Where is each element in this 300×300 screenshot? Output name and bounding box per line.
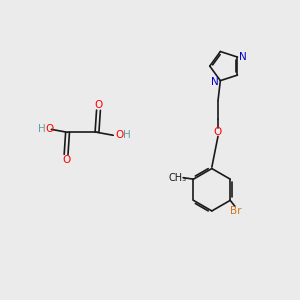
Text: H: H <box>123 130 131 140</box>
Text: O: O <box>62 155 70 165</box>
Text: O: O <box>115 130 123 140</box>
Text: CH₃: CH₃ <box>168 173 186 183</box>
Text: O: O <box>94 100 103 110</box>
Text: O: O <box>214 127 222 137</box>
Text: N: N <box>238 52 246 62</box>
Text: O: O <box>46 124 54 134</box>
Text: Br: Br <box>230 206 241 216</box>
Text: H: H <box>38 124 46 134</box>
Text: N: N <box>212 77 219 87</box>
